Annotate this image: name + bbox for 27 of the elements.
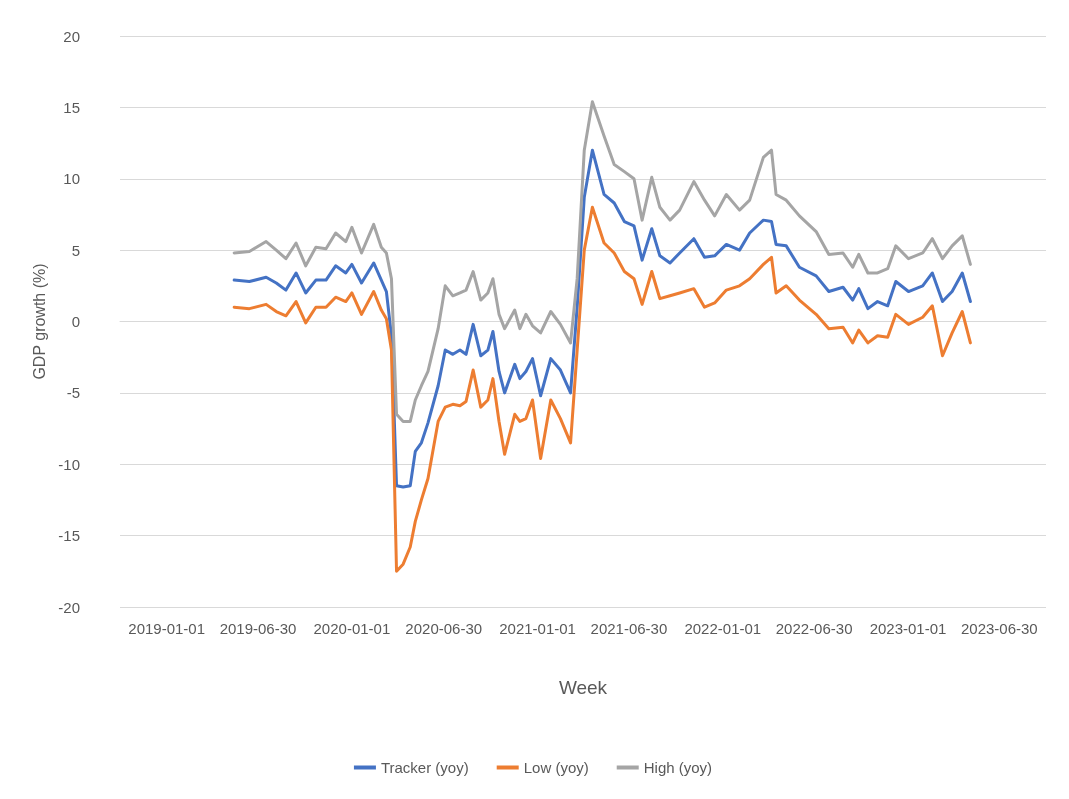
line-series <box>232 148 972 489</box>
y-tick-label: 20 <box>63 27 80 45</box>
x-tick-label: 2020-06-30 <box>405 620 483 637</box>
legend-label: Low (yoy) <box>523 759 589 776</box>
x-tick-label: 2019-01-01 <box>128 620 206 637</box>
y-tick-label: -5 <box>66 384 80 402</box>
y-tick-label: 10 <box>63 170 80 188</box>
line-series <box>232 205 972 573</box>
y-tick-label: 15 <box>63 98 80 116</box>
x-tick-label: 2019-06-30 <box>219 620 297 637</box>
x-tick-label: 2022-01-01 <box>684 620 762 637</box>
y-tick-label: -15 <box>58 527 80 545</box>
line-series <box>232 100 972 423</box>
y-tick-label: 0 <box>71 313 80 330</box>
y-tick-label: -20 <box>58 598 80 616</box>
legend-label: Tracker (yoy) <box>380 759 469 776</box>
x-tick-label: 2023-06-30 <box>960 620 1038 637</box>
y-tick-label: 5 <box>71 241 80 259</box>
x-tick-label: 2021-01-01 <box>499 620 576 637</box>
x-tick-label: 2020-01-01 <box>313 620 391 637</box>
y-axis-title: GDP growth (%) <box>30 263 48 380</box>
legend-label: High (yoy) <box>643 759 713 776</box>
x-axis-title: Week <box>558 676 608 698</box>
x-tick-label: 2022-06-30 <box>775 620 853 637</box>
y-tick-label: -10 <box>58 455 80 473</box>
x-tick-label: 2021-06-30 <box>590 620 668 637</box>
x-tick-label: 2023-01-01 <box>869 620 947 637</box>
